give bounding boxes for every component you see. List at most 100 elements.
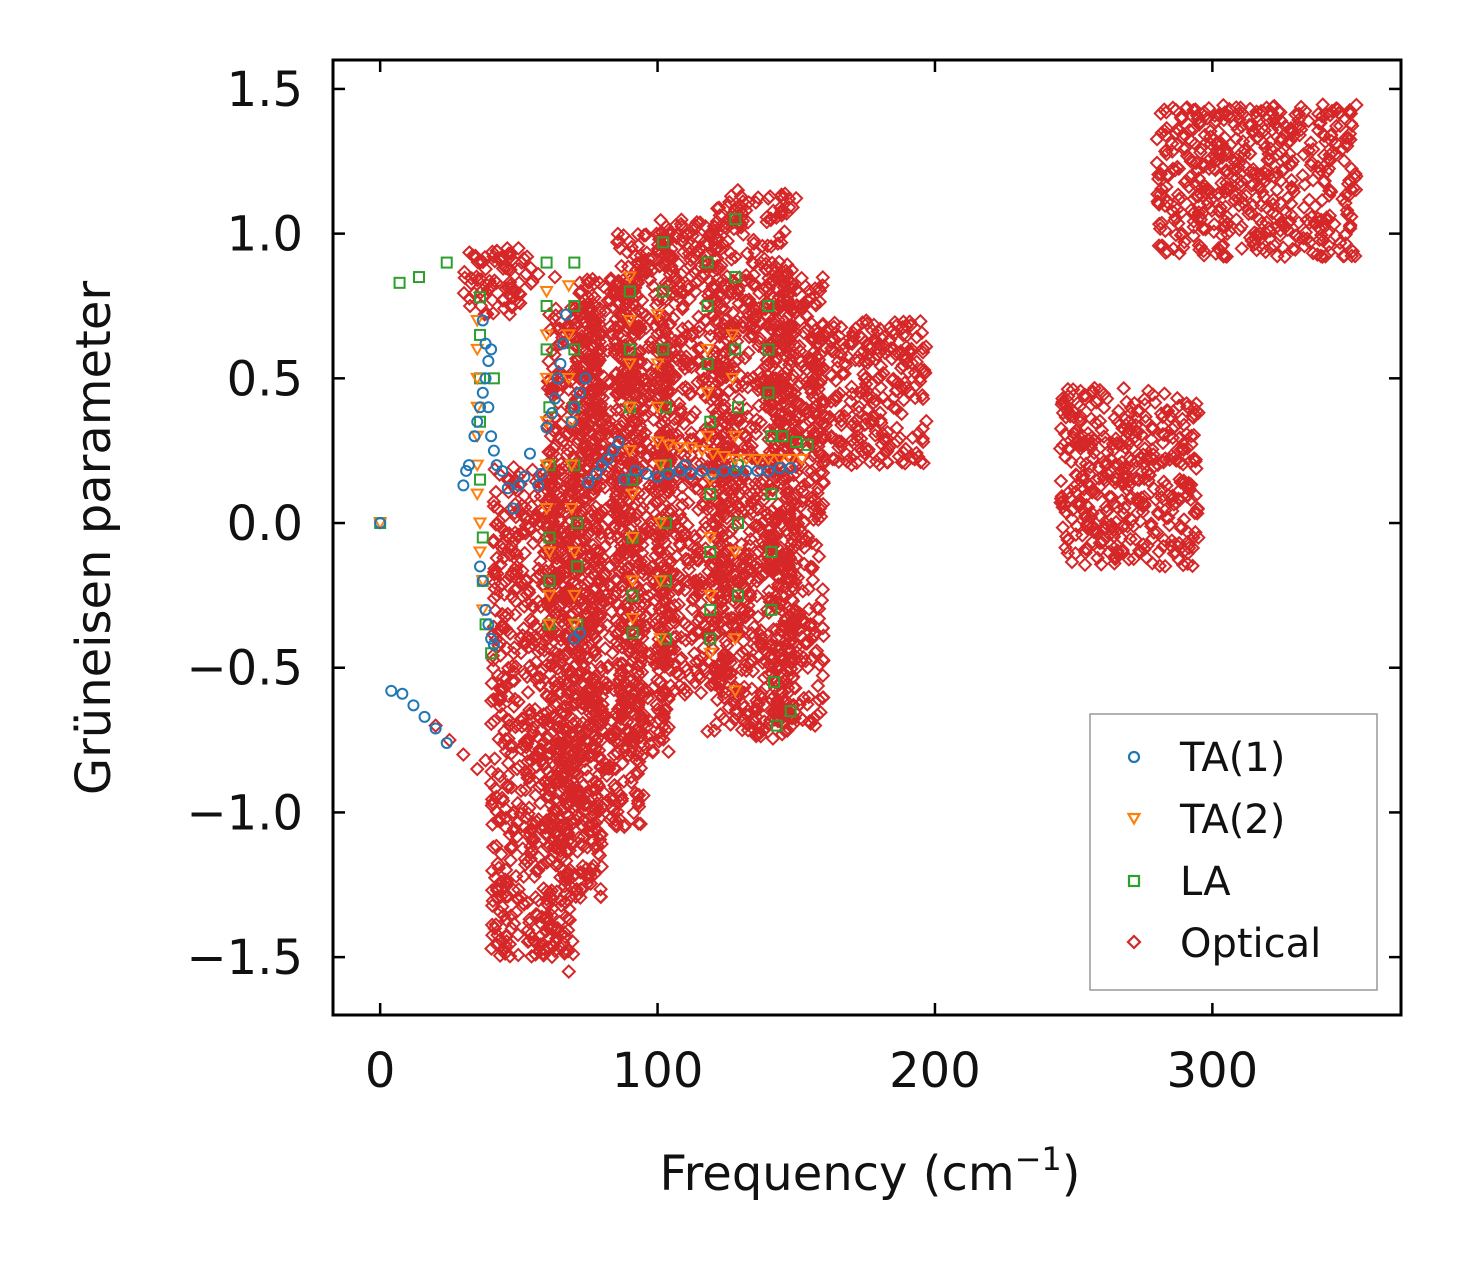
point-optical-cloud: [613, 451, 629, 467]
point-optical-cloud: [590, 607, 606, 623]
point-optical-cloud: [851, 399, 867, 415]
point-optical-cloud: [617, 675, 633, 690]
point-optical-cloud: [766, 688, 782, 704]
point-optical-cloud: [509, 829, 525, 844]
point-optical-cloud: [540, 598, 555, 613]
point-optical-cloud: [601, 418, 617, 434]
point-optical-cloud: [637, 227, 653, 243]
point-optical-cloud: [751, 569, 766, 585]
point-optical-cloud: [500, 660, 516, 676]
point-optical-cloud: [556, 673, 572, 689]
point-optical-cloud: [545, 342, 561, 358]
point-optical-cloud: [583, 351, 599, 367]
point-optical-cloud: [589, 559, 605, 575]
point-optical-cloud: [592, 478, 608, 494]
point-optical-cloud: [611, 732, 627, 748]
point-optical-cloud: [1131, 543, 1147, 559]
point-optical-cloud: [511, 240, 526, 256]
point-optical-cloud: [788, 190, 804, 206]
point-optical-cloud: [1186, 427, 1202, 443]
point-optical-cloud: [575, 729, 591, 745]
point-optical-cloud: [587, 866, 602, 882]
point-optical-cloud: [528, 508, 544, 524]
point-optical-cloud: [572, 569, 588, 585]
point-optical-cloud: [731, 473, 747, 489]
point-optical-cloud: [490, 766, 506, 782]
point-optical-cloud: [867, 352, 883, 367]
point-optical-cloud: [609, 437, 624, 453]
point-optical-cloud: [1079, 541, 1095, 557]
point-optical-cloud: [602, 447, 617, 463]
point-optical-cloud: [866, 317, 882, 333]
point-optical-cloud: [630, 664, 646, 680]
point-optical-cloud: [815, 270, 831, 285]
point-optical-cloud: [593, 423, 609, 438]
point-optical-cloud: [611, 295, 627, 311]
point-optical-cloud: [802, 625, 818, 641]
point-optical-cloud: [560, 864, 576, 880]
point-optical-cloud: [793, 480, 809, 496]
point-optical-cloud: [590, 846, 606, 862]
point-optical-cloud: [693, 240, 708, 256]
point-optical-cloud: [499, 711, 515, 727]
point-optical-cloud: [742, 585, 757, 601]
point-optical-cloud: [494, 606, 510, 622]
point-optical-cloud: [574, 882, 590, 898]
point-optical-cloud: [1069, 467, 1085, 483]
point-optical-cloud: [623, 583, 639, 598]
point-optical-cloud: [799, 309, 815, 324]
point-optical-cloud: [539, 617, 555, 633]
point-optical-cloud: [572, 890, 588, 905]
point-optical-cloud: [546, 825, 562, 841]
point-optical-cloud: [639, 245, 655, 261]
point-optical-cloud: [504, 921, 520, 936]
point-optical-cloud: [511, 285, 527, 301]
point-optical-cloud: [668, 629, 684, 645]
point-optical-cloud: [1116, 506, 1132, 522]
point-optical-cloud: [599, 617, 615, 633]
point-optical-cloud: [1072, 408, 1088, 424]
point-optical-cloud: [666, 411, 682, 427]
point-optical-cloud: [542, 885, 558, 900]
point-optical-cloud: [576, 648, 592, 664]
point-optical-cloud: [728, 518, 744, 534]
point-optical-cloud: [500, 779, 516, 795]
point-optical-cloud: [687, 404, 703, 420]
point-optical-cloud: [567, 867, 583, 883]
point-optical-cloud: [557, 873, 573, 889]
point-optical-cloud: [502, 306, 518, 322]
point-optical-cloud: [498, 801, 513, 817]
point-optical-cloud: [859, 411, 874, 427]
point-optical-cloud: [569, 779, 584, 795]
point-optical-cloud: [582, 700, 598, 715]
point-optical-cloud: [1169, 495, 1184, 511]
point-optical-cloud: [632, 319, 648, 335]
point-optical-cloud: [778, 421, 794, 437]
point-optical-cloud: [751, 649, 767, 664]
point-optical-cloud: [517, 666, 533, 682]
point-optical-cloud: [553, 632, 569, 648]
point-optical-cloud: [791, 410, 807, 426]
point-optical-cloud: [868, 393, 884, 408]
point-optical-cloud: [727, 573, 743, 588]
point-optical-cloud: [804, 332, 820, 348]
point-optical-cloud: [1179, 399, 1195, 415]
point-optical-cloud: [772, 712, 788, 728]
point-optical-cloud: [760, 238, 776, 254]
point-optical-cloud: [634, 748, 650, 764]
point-optical-cloud: [703, 273, 718, 289]
point-optical-cloud: [499, 933, 515, 949]
point-optical-cloud: [652, 545, 668, 560]
point-optical-cloud: [761, 281, 777, 297]
point-optical-cloud: [1090, 550, 1106, 566]
point-optical-cloud: [1063, 454, 1079, 470]
point-optical-cloud: [673, 216, 689, 232]
point-optical-cloud: [746, 629, 762, 645]
point-optical-cloud: [727, 379, 743, 395]
point-optical-cloud: [859, 402, 875, 418]
point-optical-cloud: [826, 331, 842, 347]
point-optical-cloud: [738, 429, 753, 445]
point-optical-cloud: [514, 719, 530, 734]
point-optical-cloud: [793, 653, 809, 669]
